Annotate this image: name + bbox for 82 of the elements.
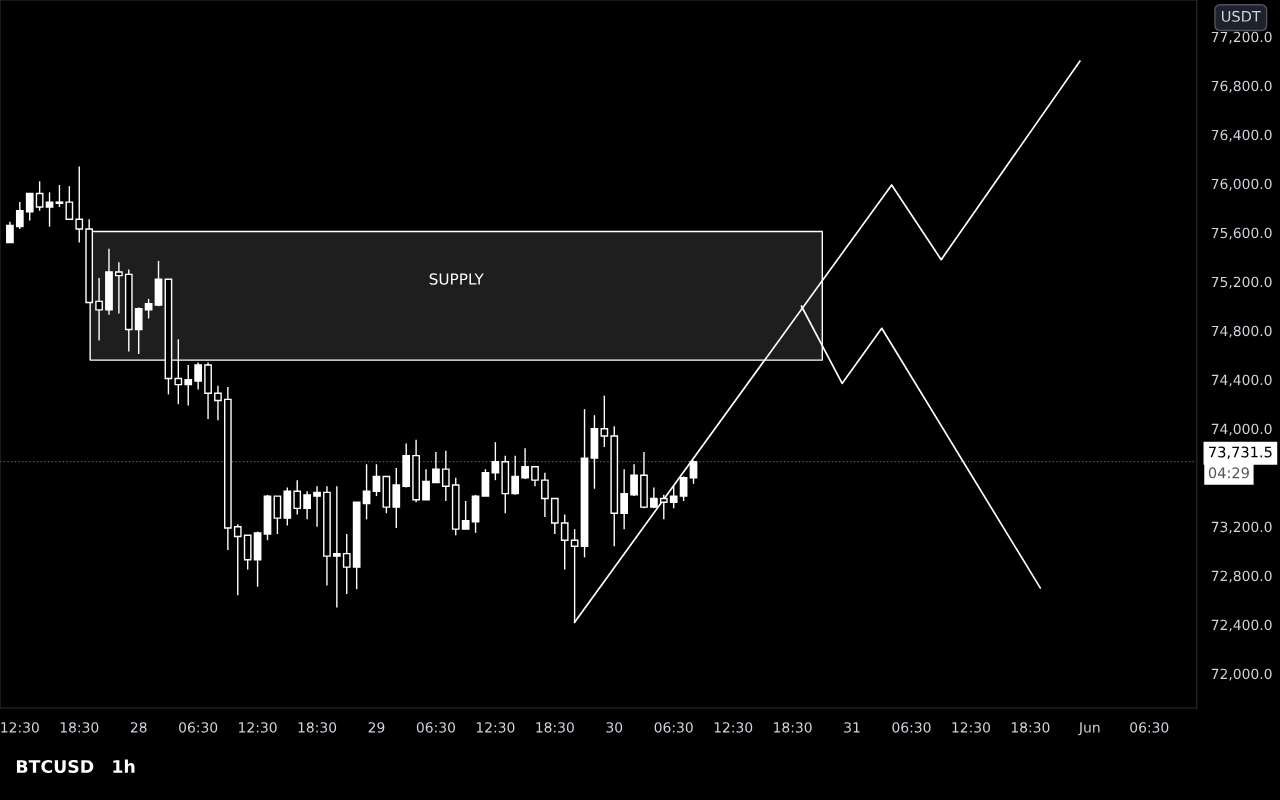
x-tick-label: 18:30 — [298, 722, 337, 733]
candlestick — [650, 486, 658, 510]
y-tick-label: 76,400.0 — [1211, 129, 1272, 142]
x-tick-label: 06:30 — [179, 722, 218, 733]
x-tick-label: 18:30 — [774, 722, 812, 733]
y-tick-label: 77,200.0 — [1211, 31, 1272, 44]
y-tick-label: 72,000.0 — [1211, 668, 1272, 681]
text: 04:29 — [1208, 467, 1249, 479]
candlestick — [531, 465, 539, 487]
candlestick — [15, 201, 24, 230]
x-tick-label: 12:30 — [476, 722, 515, 733]
x-tick-label: 18:30 — [536, 722, 574, 733]
text: 1h — [113, 759, 135, 773]
candlestick — [659, 494, 668, 521]
candlestick — [342, 533, 351, 595]
x-tick-label: 29 — [368, 722, 385, 733]
candlestick — [481, 468, 490, 497]
candlestick — [432, 451, 440, 484]
x-tick-label: 31 — [844, 722, 860, 733]
ref-line-label: 73,731.5 — [1209, 446, 1272, 459]
candlestick — [233, 523, 242, 597]
candlestick — [95, 277, 103, 342]
candlestick — [630, 463, 638, 497]
candlestick — [521, 447, 529, 480]
y-axis-title: USDT — [1222, 10, 1261, 22]
candlestick — [214, 385, 222, 421]
candlestick — [65, 185, 74, 220]
candlestick — [372, 463, 381, 497]
candlestick — [620, 468, 629, 530]
y-tick-label: 75,600.0 — [1211, 227, 1272, 240]
candlestick — [55, 184, 64, 208]
y-tick-label: 76,800.0 — [1211, 80, 1272, 93]
y-tick-label: 74,400.0 — [1211, 374, 1272, 387]
candlestick — [441, 450, 450, 502]
x-tick-label: 06:30 — [654, 722, 693, 733]
candlestick — [362, 463, 371, 521]
x-tick-label: 06:30 — [1130, 722, 1169, 733]
candlestick — [25, 192, 34, 222]
candlestick — [560, 513, 569, 571]
x-tick-label: 06:30 — [892, 722, 931, 733]
y-tick-label: 74,800.0 — [1211, 325, 1272, 338]
candlestick — [144, 298, 153, 320]
candlestick — [392, 467, 401, 529]
candlestick — [332, 485, 341, 609]
candlestick — [134, 306, 143, 355]
candlestick — [293, 479, 302, 516]
y-tick-label: 73,200.0 — [1211, 521, 1272, 534]
x-tick-label: 12:30 — [714, 722, 753, 733]
candlestick — [461, 500, 470, 530]
candlestick — [45, 191, 54, 228]
candlestick — [184, 364, 193, 407]
candlestick — [491, 441, 500, 481]
candlestick — [313, 485, 321, 528]
x-tick-label: 12:30 — [952, 722, 990, 733]
candlestick — [511, 454, 520, 496]
candlestick — [422, 468, 430, 501]
candlestick — [273, 495, 282, 535]
candlestick — [75, 165, 84, 244]
candlestick — [669, 485, 678, 510]
y-tick-label: 75,200.0 — [1211, 276, 1272, 289]
x-tick-label: Jun — [1078, 722, 1100, 736]
x-tick-label: 18:30 — [1011, 722, 1050, 733]
y-tick-label: 76,000.0 — [1211, 178, 1272, 191]
y-tick-label: 72,400.0 — [1211, 619, 1272, 632]
x-tick-label: 28 — [130, 722, 147, 733]
candlestick — [194, 361, 203, 391]
candlestick — [35, 180, 44, 212]
candlestick — [303, 490, 311, 521]
candlestick — [6, 221, 14, 244]
annotation: SUPPLY — [429, 273, 484, 285]
text: BTCUSD — [16, 759, 94, 774]
candlestick — [679, 475, 688, 502]
x-tick-label: 06:30 — [416, 722, 456, 733]
x-tick-label: 12:30 — [1, 722, 39, 733]
x-tick-label: 12:30 — [239, 722, 277, 733]
y-tick-label: 74,000.0 — [1211, 423, 1272, 436]
x-tick-label: 18:30 — [60, 722, 99, 733]
candlestick — [115, 261, 123, 315]
y-tick-label: 72,800.0 — [1211, 570, 1272, 583]
x-tick-label: 30 — [606, 722, 623, 733]
candlestick — [600, 394, 609, 448]
candlestick — [541, 472, 549, 518]
